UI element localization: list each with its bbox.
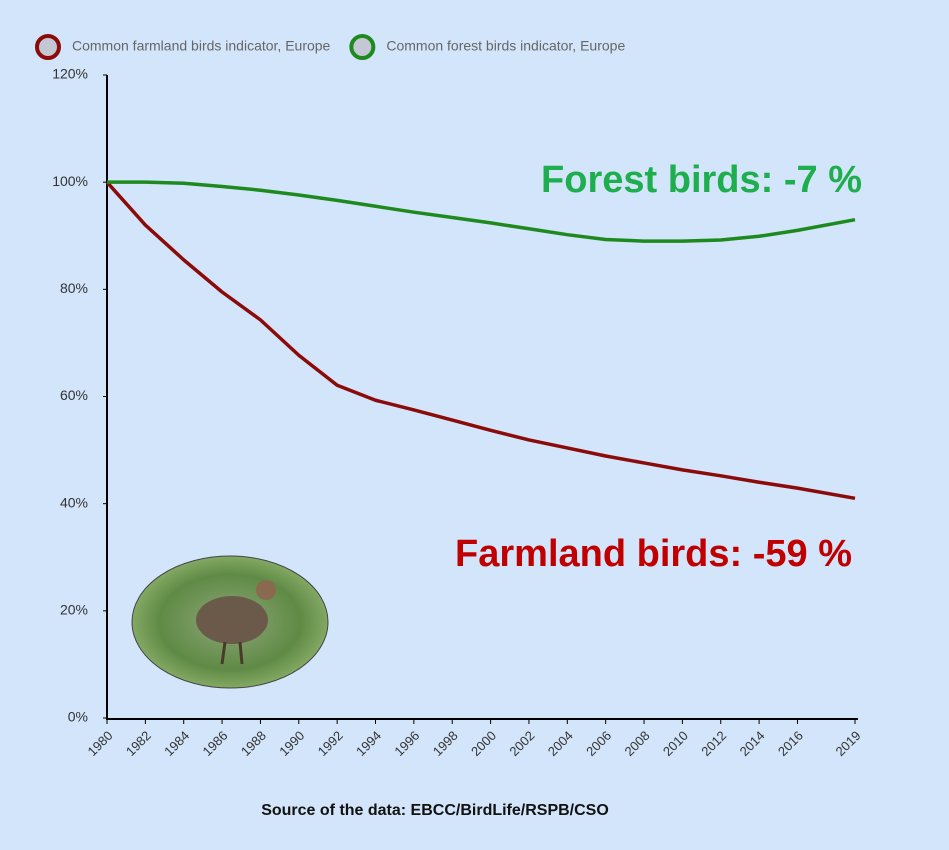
legend-label: Common farmland birds indicator, Europe xyxy=(72,38,331,54)
series-line xyxy=(107,180,856,243)
y-tick-label: 0% xyxy=(68,709,88,725)
y-tick-label: 60% xyxy=(60,387,88,403)
bird-photo xyxy=(131,555,329,689)
legend-label: Common forest birds indicator, Europe xyxy=(386,38,625,54)
y-tick-label: 80% xyxy=(60,280,88,296)
legend-marker xyxy=(35,34,61,60)
y-tick-label: 100% xyxy=(52,173,88,189)
source: Source of the data: EBCC/BirdLife/RSPB/C… xyxy=(261,802,609,819)
annotation: Forest birds: -7 % xyxy=(541,159,862,201)
y-tick-label: 20% xyxy=(60,602,88,618)
legend-marker xyxy=(349,34,376,60)
annotation: Farmland birds: -59 % xyxy=(455,533,852,575)
y-tick-label: 120% xyxy=(52,66,88,82)
y-tick-label: 40% xyxy=(60,494,88,510)
series-line xyxy=(105,180,856,501)
